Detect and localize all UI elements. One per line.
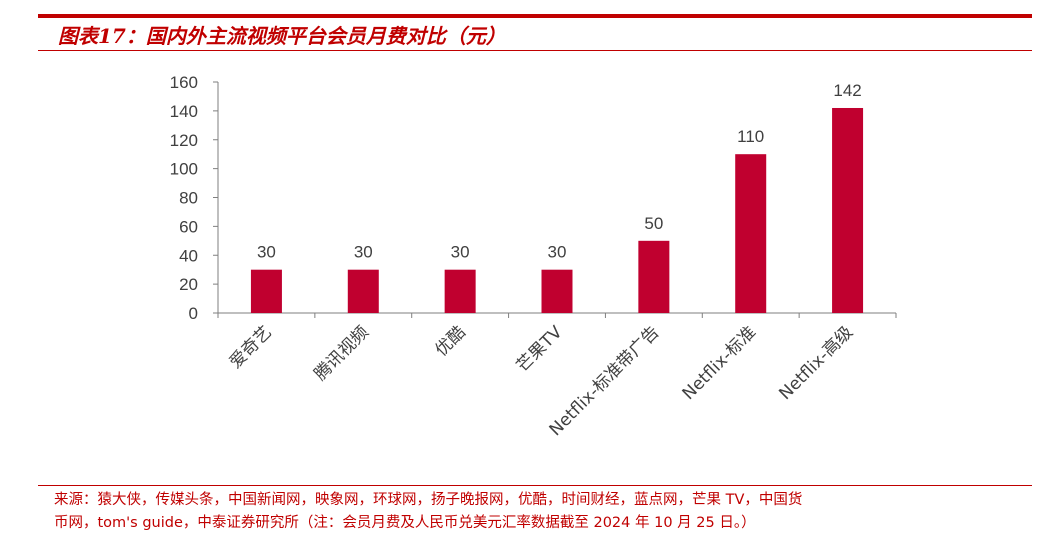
- y-tick-label: 140: [170, 102, 198, 121]
- x-tick-label: 优酷: [431, 322, 469, 360]
- bar: [832, 107, 864, 313]
- source-note-line-2: 币网，tom's guide，中泰证券研究所（注：会员月费及人民币兑美元汇率数据…: [54, 515, 756, 531]
- x-tick-label: 腾讯视频: [311, 322, 373, 384]
- y-tick-label: 160: [170, 73, 198, 92]
- footnote-rule: [38, 485, 1032, 486]
- bar: [541, 269, 573, 313]
- y-tick-label: 20: [179, 275, 198, 294]
- y-tick-label: 120: [170, 131, 198, 150]
- data-label: 50: [644, 214, 663, 233]
- y-tick-label: 0: [189, 304, 198, 323]
- data-label: 30: [451, 243, 470, 262]
- title-bottom-rule: [38, 50, 1032, 51]
- y-tick-label: 40: [179, 246, 198, 265]
- x-tick-label: Netflix-标准带广告: [546, 322, 664, 440]
- chart-title: 图表17：国内外主流视频平台会员月费对比（元）: [58, 24, 506, 48]
- source-note-line-1: 来源：猿大侠，传媒头条，中国新闻网，映象网，环球网，扬子晚报网，优酷，时间财经，…: [54, 492, 803, 508]
- bar: [250, 269, 282, 313]
- bar: [638, 240, 670, 313]
- data-label: 30: [257, 243, 276, 262]
- y-tick-label: 60: [179, 217, 198, 236]
- bar: [347, 269, 379, 313]
- bar: [444, 269, 476, 313]
- data-label: 142: [833, 81, 861, 100]
- x-tick-label: Netflix-标准: [679, 322, 761, 404]
- bar: [735, 154, 767, 313]
- data-label: 30: [354, 243, 373, 262]
- title-top-rule: [38, 14, 1032, 18]
- data-label: 30: [548, 243, 567, 262]
- bar-chart: 0 20 40 60 80 100 120 140 160 30 爱奇艺 30 腾讯视频 30 优酷 30 芒果…: [170, 73, 897, 440]
- x-tick-label: 爱奇艺: [226, 322, 276, 372]
- y-tick-label: 80: [179, 189, 198, 208]
- x-tick-label: 芒果TV: [513, 322, 567, 376]
- x-tick-label: Netflix-高级: [775, 322, 857, 404]
- data-label: 110: [737, 127, 764, 146]
- y-tick-label: 100: [170, 160, 198, 179]
- source-note: 来源：猿大侠，传媒头条，中国新闻网，映象网，环球网，扬子晚报网，优酷，时间财经，…: [54, 489, 1039, 535]
